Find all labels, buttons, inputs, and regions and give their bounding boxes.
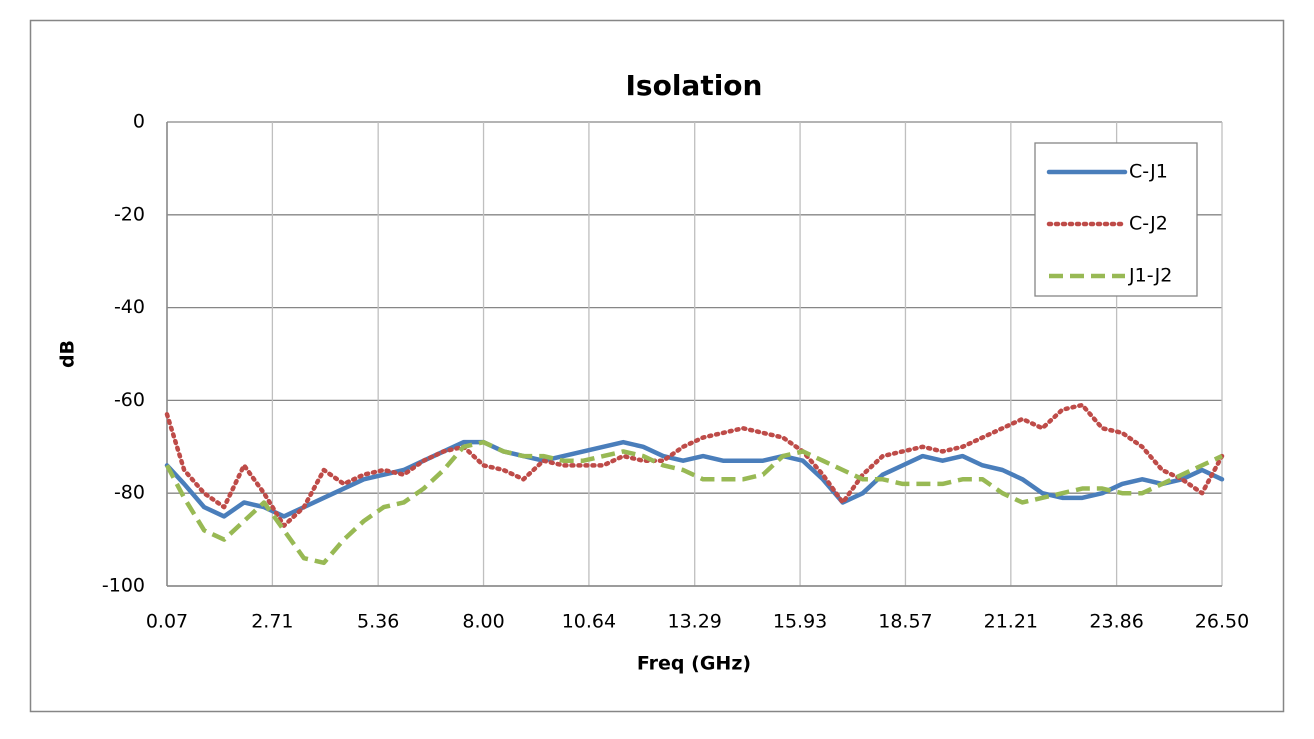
x-tick-label: 21.21 — [984, 611, 1038, 633]
x-tick-label: 2.71 — [251, 611, 293, 633]
chart-title: Isolation — [626, 69, 763, 102]
y-tick-label: -80 — [114, 482, 145, 504]
y-tick-label: -40 — [114, 296, 145, 318]
chart-frame — [29, 19, 1285, 713]
legend-box — [1034, 142, 1198, 297]
x-tick-label: 10.64 — [562, 611, 616, 633]
x-axis-title: Freq (GHz) — [637, 653, 751, 675]
legend: C-J1 C-J2 J1-J2 — [1034, 142, 1198, 297]
x-tick-label: 15.93 — [773, 611, 827, 633]
x-tick-label: 18.57 — [878, 611, 932, 633]
y-tick-label: -20 — [114, 203, 145, 225]
x-tick-label: 26.50 — [1195, 611, 1249, 633]
y-tick-label: -60 — [114, 389, 145, 411]
y-tick-label: 0 — [133, 111, 145, 133]
legend-label: J1-J2 — [1128, 265, 1172, 287]
y-tick-label: -100 — [102, 575, 145, 597]
line-series — [164, 402, 1225, 528]
y-axis-title: dB — [57, 340, 79, 368]
line-series — [164, 439, 1225, 519]
x-tick-label: 8.00 — [462, 611, 504, 633]
legend-label: C-J1 — [1129, 161, 1168, 183]
x-tick-label: 23.86 — [1089, 611, 1143, 633]
x-tick-label: 13.29 — [667, 611, 721, 633]
line-series — [165, 439, 1223, 566]
x-tick-label: 0.07 — [146, 611, 188, 633]
x-tick-label: 5.36 — [357, 611, 399, 633]
legend-label: C-J2 — [1129, 213, 1168, 235]
